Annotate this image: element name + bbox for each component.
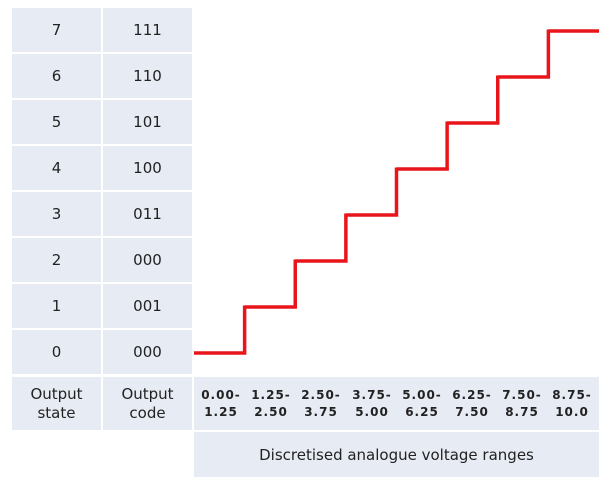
- state-cell-4: 4: [12, 146, 101, 190]
- header-output-code-line1: Output: [121, 384, 174, 403]
- header-output-state-line2: state: [37, 403, 76, 422]
- header-output-state-line1: Output: [30, 384, 83, 403]
- code-cell-1: 001: [103, 284, 192, 328]
- range-label-3: 3.75- 5.00: [352, 387, 392, 419]
- staircase-group: [194, 29, 599, 355]
- code-cell-2: 000: [103, 238, 192, 282]
- axis-title: Discretised analogue voltage ranges: [194, 432, 599, 477]
- header-output-code: Output code: [103, 377, 192, 430]
- header-output-state: Output state: [12, 377, 101, 430]
- state-cell-7: 7: [12, 8, 101, 52]
- range-label-6: 7.50- 8.75: [502, 387, 542, 419]
- voltage-range-band: [194, 377, 599, 430]
- range-label-5: 6.25- 7.50: [452, 387, 492, 419]
- code-cell-6: 110: [103, 54, 192, 98]
- code-cell-4: 100: [103, 146, 192, 190]
- state-cell-5: 5: [12, 100, 101, 144]
- code-cell-5: 101: [103, 100, 192, 144]
- state-cell-1: 1: [12, 284, 101, 328]
- state-cell-6: 6: [12, 54, 101, 98]
- code-cell-0: 000: [103, 330, 192, 374]
- range-label-2: 2.50- 3.75: [301, 387, 341, 419]
- state-cell-0: 0: [12, 330, 101, 374]
- code-cell-3: 011: [103, 192, 192, 236]
- range-label-4: 5.00- 6.25: [402, 387, 442, 419]
- state-cell-3: 3: [12, 192, 101, 236]
- header-output-code-line2: code: [129, 403, 166, 422]
- state-cell-2: 2: [12, 238, 101, 282]
- code-cell-7: 111: [103, 8, 192, 52]
- range-label-0: 0.00- 1.25: [201, 387, 241, 419]
- range-label-7: 8.75- 10.0: [552, 387, 592, 419]
- range-label-1: 1.25- 2.50: [251, 387, 291, 419]
